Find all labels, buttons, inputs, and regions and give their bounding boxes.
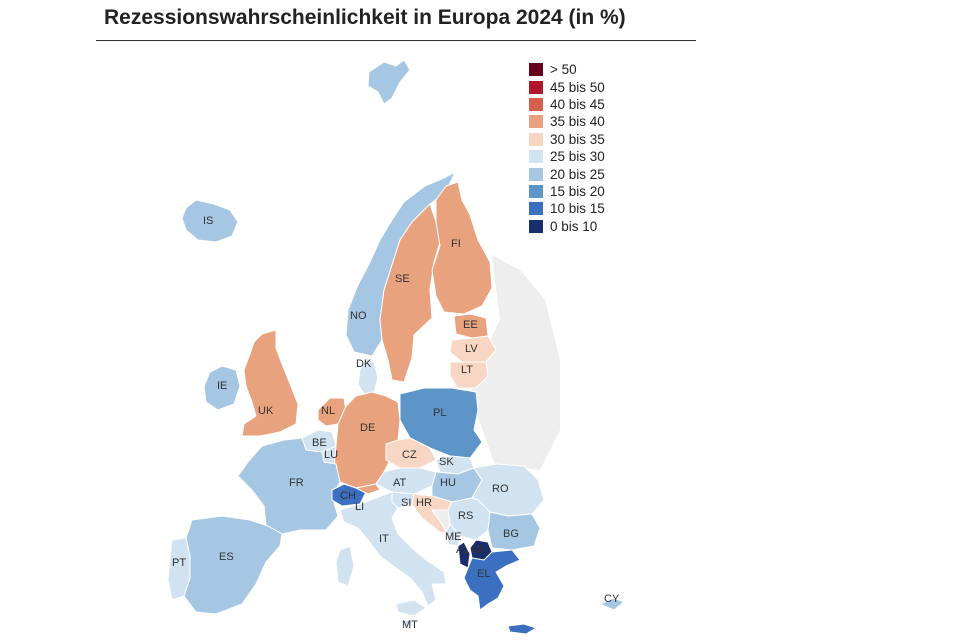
label-pt: PT [172, 557, 186, 569]
label-me: ME [445, 531, 462, 543]
label-el: EL [477, 568, 490, 580]
country-sweden [379, 203, 441, 383]
country-montenegro [445, 523, 461, 547]
country-latvia [449, 335, 497, 363]
legend-item: 0 bis 10 [529, 218, 605, 235]
legend-label: > 50 [550, 62, 577, 78]
legend-label: 45 bis 50 [550, 79, 605, 95]
legend-item: 20 bis 25 [529, 165, 605, 182]
label-sk: SK [439, 456, 454, 468]
label-pl: PL [433, 407, 446, 419]
country-liechtenstein [355, 483, 381, 495]
country-iceland [181, 199, 239, 243]
label-lt: LT [461, 364, 473, 376]
label-it: IT [379, 533, 389, 545]
legend-swatch [529, 150, 543, 164]
legend-label: 35 bis 40 [550, 114, 605, 130]
country-uk [241, 329, 299, 437]
label-mt: MT [402, 619, 418, 631]
label-uk: UK [258, 405, 274, 417]
label-fr: FR [289, 477, 304, 489]
legend-swatch [529, 167, 543, 181]
label-ro: RO [492, 483, 509, 495]
country-italy-sardinia [335, 545, 355, 587]
legend-label: 20 bis 25 [550, 166, 605, 182]
legend-label: 40 bis 45 [550, 96, 605, 112]
label-fi: FI [451, 238, 461, 250]
label-nl: NL [321, 405, 335, 417]
legend-swatch [529, 202, 543, 216]
label-es: ES [219, 551, 234, 563]
label-hr: HR [416, 497, 432, 509]
legend-item: 40 bis 45 [529, 96, 605, 113]
label-hu: HU [440, 477, 456, 489]
legend-label: 25 bis 30 [550, 149, 605, 165]
label-dk: DK [356, 358, 372, 370]
legend-swatch [529, 115, 543, 129]
legend-item: 25 bis 30 [529, 148, 605, 165]
legend: > 50 45 bis 50 40 bis 45 35 bis 40 30 bi… [529, 61, 605, 235]
country-bulgaria [487, 511, 541, 551]
country-italy [339, 491, 447, 607]
label-de: DE [360, 422, 375, 434]
label-lv: LV [465, 343, 478, 355]
country-portugal [167, 537, 191, 601]
legend-swatch [529, 132, 543, 146]
country-germany [333, 391, 401, 489]
label-si: SI [401, 497, 411, 509]
country-denmark [357, 357, 379, 395]
label-se: SE [395, 273, 410, 285]
label-ch: CH [340, 490, 356, 502]
legend-label: 0 bis 10 [550, 218, 598, 234]
country-switzerland [331, 483, 367, 507]
title-rule [96, 40, 696, 41]
country-albania [457, 541, 471, 569]
legend-item: 30 bis 35 [529, 131, 605, 148]
country-finland [431, 181, 493, 315]
label-is: IS [203, 215, 213, 227]
label-lu: LU [324, 449, 338, 461]
label-rs: RS [458, 510, 473, 522]
legend-swatch [529, 219, 543, 233]
label-be: BE [312, 437, 327, 449]
label-mk: MK [471, 544, 488, 556]
country-cyprus [599, 597, 625, 611]
country-lithuania [449, 361, 489, 389]
legend-item: > 50 [529, 61, 605, 78]
country-italy-sicily [395, 599, 427, 617]
country-france [237, 437, 341, 535]
legend-swatch [529, 63, 543, 77]
legend-item: 35 bis 40 [529, 113, 605, 130]
country-greece-crete [507, 623, 537, 635]
country-ireland [203, 365, 241, 411]
legend-swatch [529, 97, 543, 111]
legend-swatch [529, 184, 543, 198]
label-cz: CZ [402, 449, 417, 461]
label-at: AT [393, 477, 407, 489]
legend-swatch [529, 80, 543, 94]
legend-item: 15 bis 20 [529, 183, 605, 200]
label-cy: CY [604, 593, 620, 605]
country-malta [403, 619, 413, 627]
eastern-background [470, 255, 560, 470]
legend-label: 10 bis 15 [550, 201, 605, 217]
legend-item: 45 bis 50 [529, 78, 605, 95]
legend-label: 30 bis 35 [550, 131, 605, 147]
svalbard-region [367, 59, 411, 105]
legend-label: 15 bis 20 [550, 183, 605, 199]
label-li: LI [355, 501, 364, 513]
label-bg: BG [503, 528, 519, 540]
map-title: Rezessionswahrscheinlichkeit in Europa 2… [104, 6, 626, 29]
label-ee: EE [463, 319, 478, 331]
label-al: AL [456, 544, 469, 556]
country-spain [183, 515, 283, 615]
label-no: NO [350, 310, 367, 322]
country-greece [463, 549, 521, 611]
legend-item: 10 bis 15 [529, 200, 605, 217]
label-ie: IE [217, 380, 227, 392]
